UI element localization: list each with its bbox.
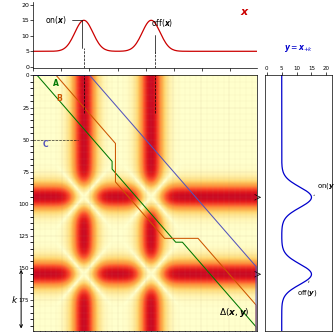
Text: $k$: $k$ bbox=[11, 293, 18, 305]
Text: $\Delta(\boldsymbol{x},\boldsymbol{y})$: $\Delta(\boldsymbol{x},\boldsymbol{y})$ bbox=[219, 305, 250, 318]
Text: B: B bbox=[56, 94, 62, 103]
Text: C: C bbox=[43, 140, 48, 149]
Text: off($\boldsymbol{x}$): off($\boldsymbol{x}$) bbox=[151, 18, 173, 53]
Text: $\boldsymbol{y} = \boldsymbol{x}_{+k}$: $\boldsymbol{y} = \boldsymbol{x}_{+k}$ bbox=[284, 43, 313, 54]
Text: A: A bbox=[53, 79, 59, 88]
Text: $\boldsymbol{x}$: $\boldsymbol{x}$ bbox=[240, 7, 250, 17]
Text: on($\boldsymbol{x}$): on($\boldsymbol{x}$) bbox=[45, 14, 81, 48]
Text: off($\boldsymbol{y}$): off($\boldsymbol{y}$) bbox=[297, 281, 317, 298]
Text: on($\boldsymbol{y}$): on($\boldsymbol{y}$) bbox=[314, 181, 334, 196]
